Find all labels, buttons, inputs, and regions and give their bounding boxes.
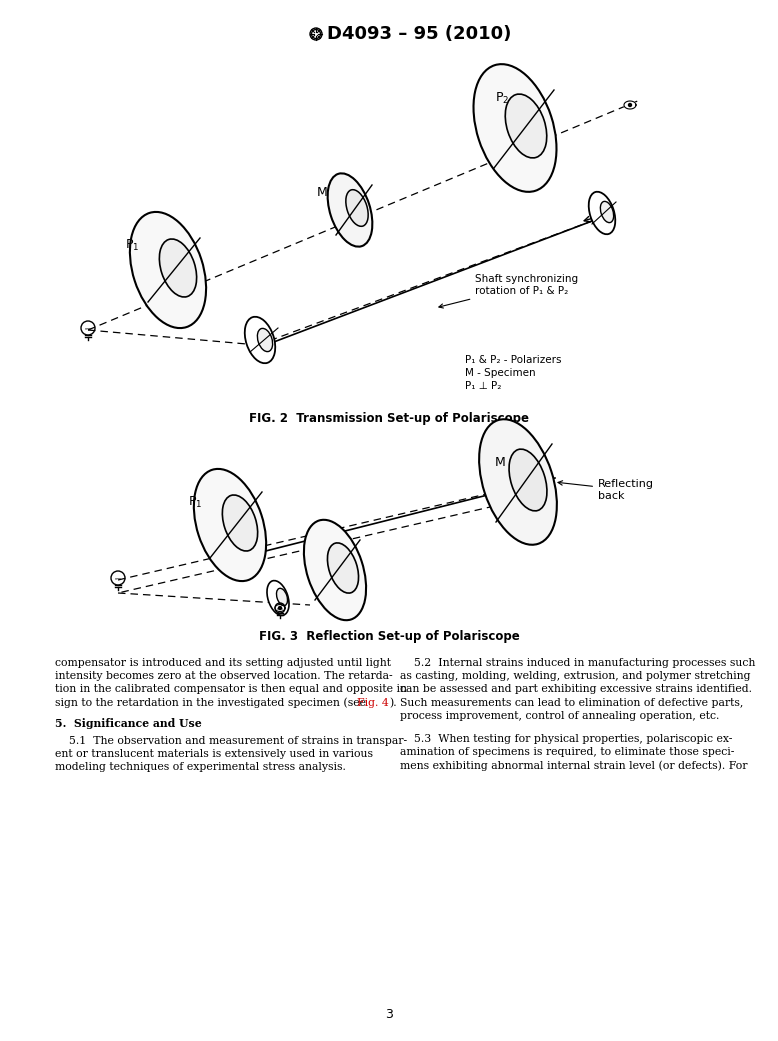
Text: M: M: [495, 456, 506, 468]
Text: modeling techniques of experimental stress analysis.: modeling techniques of experimental stre…: [55, 762, 346, 772]
Ellipse shape: [276, 588, 288, 606]
Text: P₁ & P₂ - Polarizers: P₁ & P₂ - Polarizers: [465, 355, 562, 365]
Circle shape: [629, 103, 632, 106]
Circle shape: [279, 607, 282, 609]
Text: 5.2  Internal strains induced in manufacturing processes such: 5.2 Internal strains induced in manufact…: [400, 658, 755, 668]
Ellipse shape: [223, 494, 258, 551]
Ellipse shape: [159, 239, 197, 297]
Polygon shape: [275, 605, 285, 611]
Text: Fig. 4: Fig. 4: [357, 697, 389, 708]
Text: can be assessed and part exhibiting excessive strains identified.: can be assessed and part exhibiting exce…: [400, 684, 752, 694]
Ellipse shape: [589, 192, 615, 234]
Text: 5.3  When testing for physical properties, polariscopic ex-: 5.3 When testing for physical properties…: [400, 734, 732, 744]
Text: ).: ).: [389, 697, 397, 708]
Ellipse shape: [267, 581, 289, 615]
Text: M - Specimen: M - Specimen: [465, 369, 535, 378]
Ellipse shape: [194, 468, 266, 581]
Ellipse shape: [328, 543, 359, 593]
Text: amination of specimens is required, to eliminate those speci-: amination of specimens is required, to e…: [400, 747, 734, 757]
Text: intensity becomes zero at the observed location. The retarda-: intensity becomes zero at the observed l…: [55, 671, 393, 681]
Text: FIG. 3  Reflection Set-up of Polariscope: FIG. 3 Reflection Set-up of Polariscope: [258, 630, 520, 643]
Ellipse shape: [479, 420, 557, 544]
Text: P$_1$: P$_1$: [187, 494, 202, 509]
Text: as casting, molding, welding, extrusion, and polymer stretching: as casting, molding, welding, extrusion,…: [400, 671, 751, 681]
Ellipse shape: [474, 65, 556, 192]
Ellipse shape: [328, 174, 373, 247]
Text: 5.1  The observation and measurement of strains in transpar-: 5.1 The observation and measurement of s…: [55, 736, 407, 746]
Text: 5.  Significance and Use: 5. Significance and Use: [55, 718, 202, 729]
Text: sign to the retardation in the investigated specimen (see: sign to the retardation in the investiga…: [55, 697, 366, 708]
Text: Reflecting
back: Reflecting back: [558, 479, 654, 501]
Ellipse shape: [130, 212, 206, 328]
Text: P$_1$: P$_1$: [124, 237, 139, 253]
Text: 3: 3: [385, 1009, 393, 1021]
Text: tion in the calibrated compensator is then equal and opposite in: tion in the calibrated compensator is th…: [55, 684, 407, 694]
Ellipse shape: [258, 328, 272, 352]
Text: mens exhibiting abnormal internal strain level (or defects). For: mens exhibiting abnormal internal strain…: [400, 760, 748, 771]
Text: P₁ ⊥ P₂: P₁ ⊥ P₂: [465, 381, 501, 391]
Text: FIG. 2  Transmission Set-up of Polariscope: FIG. 2 Transmission Set-up of Polariscop…: [249, 412, 529, 425]
Ellipse shape: [304, 519, 366, 620]
Text: mm: mm: [114, 577, 121, 581]
Ellipse shape: [505, 94, 547, 158]
Text: Shaft synchronizing
rotation of P₁ & P₂: Shaft synchronizing rotation of P₁ & P₂: [439, 274, 578, 308]
Text: D4093 – 95 (2010): D4093 – 95 (2010): [327, 25, 511, 43]
Text: mm: mm: [85, 327, 92, 331]
Ellipse shape: [601, 201, 614, 223]
Text: process improvement, control of annealing operation, etc.: process improvement, control of annealin…: [400, 711, 720, 720]
Ellipse shape: [245, 316, 275, 363]
Text: Such measurements can lead to elimination of defective parts,: Such measurements can lead to eliminatio…: [400, 697, 743, 708]
Text: mm: mm: [276, 607, 283, 611]
Polygon shape: [624, 101, 636, 109]
Text: compensator is introduced and its setting adjusted until light: compensator is introduced and its settin…: [55, 658, 391, 668]
Text: P$_2$: P$_2$: [495, 91, 509, 105]
Text: P$_2$: P$_2$: [313, 540, 327, 556]
Ellipse shape: [346, 189, 368, 226]
Ellipse shape: [509, 449, 547, 511]
Text: M: M: [317, 185, 328, 199]
Text: ent or translucent materials is extensively used in various: ent or translucent materials is extensiv…: [55, 750, 373, 759]
